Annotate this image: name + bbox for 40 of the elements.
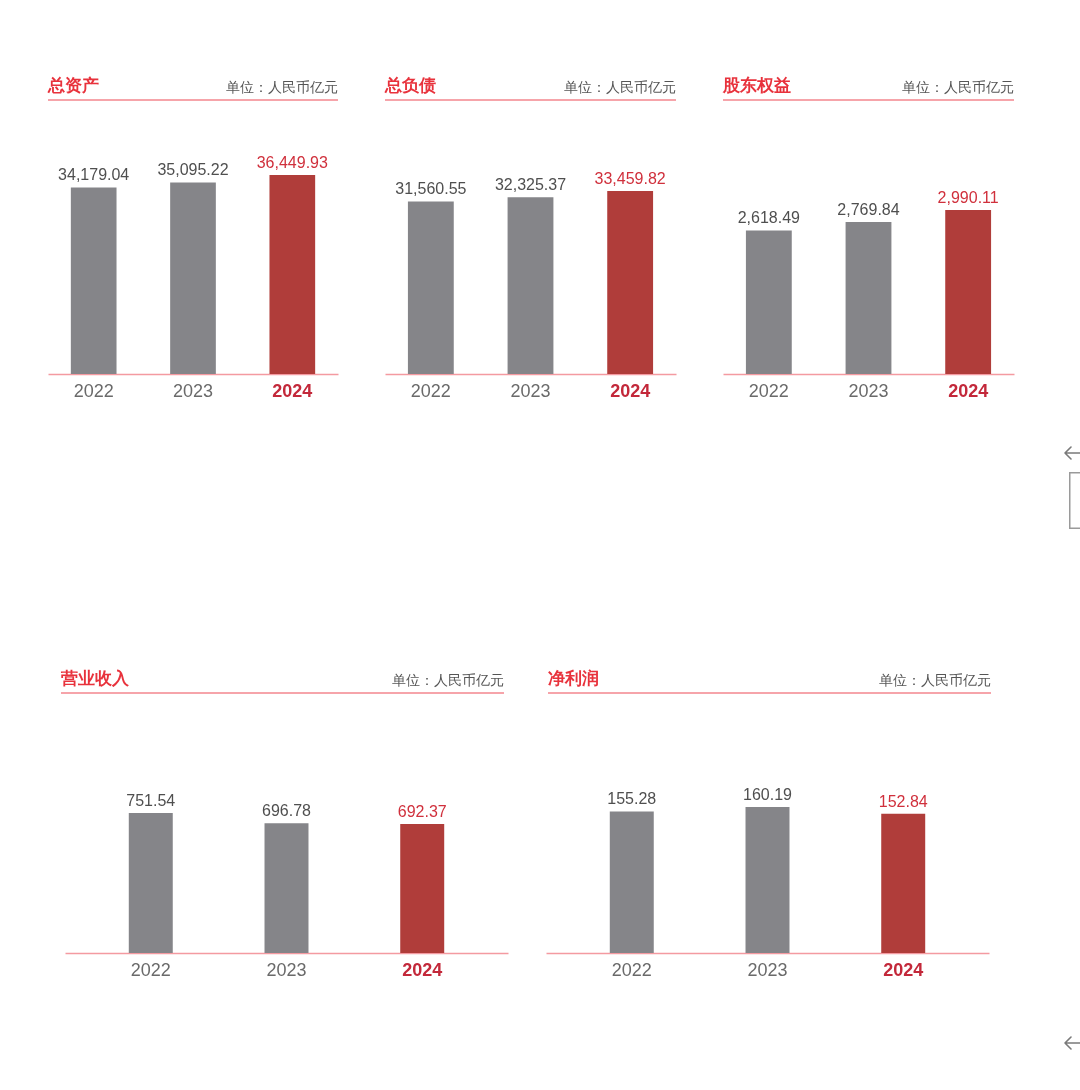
data-label: 32,325.37 [494, 176, 567, 194]
data-label: 34,179.04 [58, 166, 130, 184]
x-tick-label: 2022 [73, 380, 114, 401]
chart-title: 净利润 [548, 669, 599, 688]
x-tick-label: 2024 [948, 380, 989, 401]
data-label: 692.37 [397, 803, 447, 821]
chart-title: 营业收入 [60, 669, 130, 688]
data-label: 36,449.93 [256, 154, 328, 171]
x-tick-label: 2023 [266, 959, 307, 980]
x-tick-label: 2022 [611, 959, 652, 980]
x-tick-label: 2024 [883, 959, 924, 980]
data-label: 35,095.22 [157, 161, 229, 179]
data-label: 751.54 [126, 792, 176, 809]
x-tick-label: 2023 [172, 380, 214, 401]
chart-subtitle: 单位：人民币亿元 [879, 672, 991, 688]
x-tick-label: 2023 [510, 380, 551, 401]
x-tick-label: 2022 [130, 959, 171, 980]
data-label: 155.28 [607, 790, 657, 808]
chart-subtitle: 单位：人民币亿元 [564, 79, 676, 95]
x-tick-label: 2022 [410, 380, 451, 401]
chart-subtitle: 单位：人民币亿元 [902, 79, 1014, 95]
x-tick-label: 2023 [747, 959, 788, 980]
x-tick-label: 2022 [748, 380, 789, 401]
chart-subtitle: 单位：人民币亿元 [392, 672, 504, 688]
data-label: 2,990.11 [937, 189, 999, 206]
chart-subtitle: 单位：人民币亿元 [226, 79, 338, 95]
x-tick-label: 2024 [402, 959, 443, 980]
x-tick-label: 2023 [848, 380, 889, 401]
data-label: 2,618.49 [737, 209, 801, 227]
data-label: 2,769.84 [837, 201, 900, 219]
chart-title: 股东权益 [722, 76, 791, 95]
data-label: 152.84 [878, 792, 928, 810]
data-label: 33,459.82 [594, 170, 666, 187]
data-label: 160.19 [743, 786, 793, 803]
x-tick-label: 2024 [272, 380, 313, 401]
chart-title: 总资产 [47, 76, 99, 95]
x-tick-label: 2024 [610, 380, 651, 401]
chart-title: 总负债 [384, 76, 436, 95]
data-label: 696.78 [262, 802, 312, 820]
data-label: 31,560.55 [395, 180, 467, 198]
